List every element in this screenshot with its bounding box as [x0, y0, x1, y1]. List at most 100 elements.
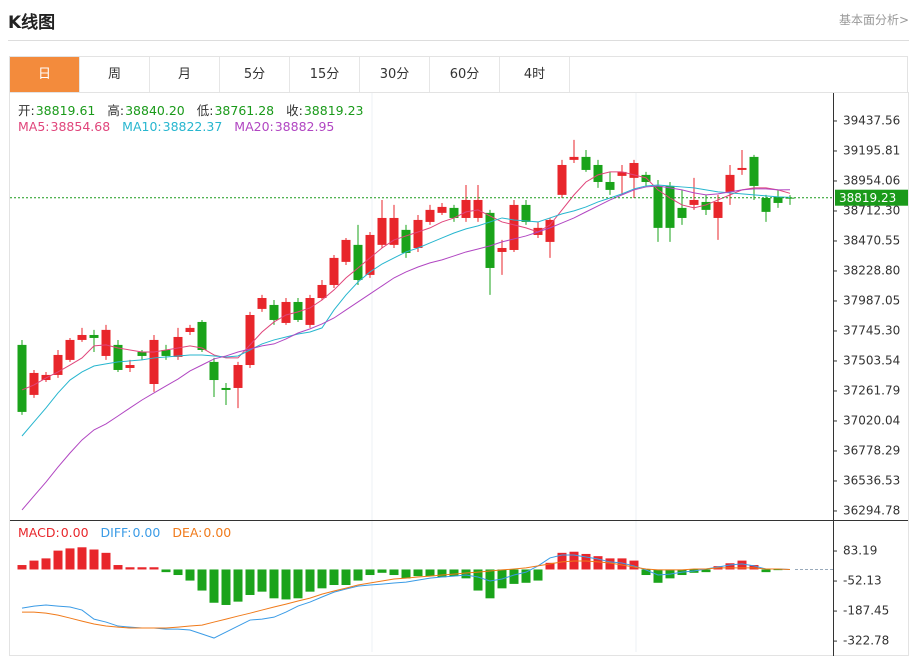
macd-bar [341, 569, 351, 586]
candle-body [161, 349, 171, 356]
page-title: K线图 [8, 13, 56, 33]
legend-name: MACD: [18, 525, 60, 540]
period-tab[interactable]: 30分 [360, 57, 430, 92]
macd-bar [65, 548, 75, 570]
candle-body [281, 301, 291, 323]
macd-bar [257, 569, 267, 592]
macd-legend: MACD:0.00 DIFF:0.00 DEA:0.00 [18, 525, 243, 540]
y-tick-label: 37987.05 [843, 293, 900, 307]
candle-body [233, 365, 243, 388]
candle-body [53, 354, 63, 375]
y-tick-label: 38228.80 [843, 263, 900, 277]
candle-body [689, 199, 699, 205]
y-tick-label: -52.13 [843, 574, 882, 588]
macd-bar [173, 569, 183, 576]
period-tabs: 日周月 5分 15分 30分 60分 4时 [9, 56, 908, 92]
macd-bar [161, 569, 171, 573]
macd-bar [773, 569, 783, 571]
candle-body [713, 201, 723, 218]
indicator-line [21, 554, 791, 639]
candle-body [185, 327, 195, 333]
period-tab[interactable]: 日 [10, 57, 80, 92]
candle-body [221, 387, 231, 390]
candle-body [137, 351, 147, 356]
macd-bar [137, 567, 147, 570]
candle-body [257, 297, 267, 309]
candle-body [149, 339, 159, 384]
candle-body [521, 204, 531, 222]
candle-body [629, 162, 639, 178]
y-tick-label: -322.78 [843, 634, 889, 648]
candle-body [749, 156, 759, 186]
macd-bar [233, 569, 243, 602]
macd-bar [53, 550, 63, 570]
period-tab[interactable]: 月 [150, 57, 220, 92]
y-tick-label: 37503.54 [843, 353, 900, 367]
macd-bar [725, 563, 735, 570]
last-price-label: 38819.23 [839, 191, 896, 205]
period-tab[interactable]: 5分 [220, 57, 290, 92]
macd-bar [329, 569, 339, 586]
candle-body [305, 297, 315, 325]
y-tick-label: 38712.30 [843, 203, 900, 217]
period-tab[interactable]: 15分 [290, 57, 360, 92]
candle-body [341, 239, 351, 262]
divider [8, 40, 909, 41]
macd-bar [413, 569, 423, 577]
macd-bar [593, 556, 603, 570]
macd-bar [245, 569, 255, 595]
macd-bar [701, 569, 711, 573]
indicator-line [21, 171, 791, 391]
period-tab[interactable]: 周 [80, 57, 150, 92]
candle-body [17, 344, 27, 412]
y-tick-label: 39437.56 [843, 113, 900, 127]
period-tab[interactable]: 60分 [430, 57, 500, 92]
macd-bar [425, 569, 435, 577]
candle-body [173, 336, 183, 357]
legend-value: 38822.37 [162, 119, 223, 134]
candle-body [437, 206, 447, 213]
macd-bar [17, 565, 27, 570]
candle-body [593, 164, 603, 182]
legend-value: 38854.68 [50, 119, 111, 134]
macd-bar [29, 560, 39, 570]
candle-body [653, 185, 663, 228]
macd-bar [401, 569, 411, 579]
legend-name: MA5: [18, 119, 50, 134]
macd-bar [521, 569, 531, 583]
macd-bar [749, 565, 759, 570]
period-tab[interactable]: 4时 [500, 57, 570, 92]
macd-bar [557, 552, 567, 570]
macd-bar [209, 569, 219, 603]
macd-bar [605, 558, 615, 570]
candle-body [677, 207, 687, 218]
legend-name: DEA: [172, 525, 203, 540]
candle-body [473, 199, 483, 218]
candle-body [725, 174, 735, 192]
info-label: 开: [18, 103, 35, 118]
fundamentals-link[interactable]: 基本面分析> [838, 13, 909, 27]
candle-body [293, 301, 303, 320]
candle-body [197, 321, 207, 350]
macd-bar [545, 562, 555, 570]
macd-bar [377, 569, 387, 573]
macd-bar [485, 569, 495, 599]
macd-bar [185, 569, 195, 581]
indicator-line [21, 185, 791, 511]
info-value: 38840.20 [125, 103, 185, 118]
macd-bar [653, 569, 663, 583]
candle-body [485, 212, 495, 268]
candle-body [77, 334, 87, 340]
macd-bar [125, 567, 135, 570]
macd-bar [101, 552, 111, 570]
candle-body [377, 217, 387, 245]
legend-value: 38882.95 [274, 119, 335, 134]
candle-body [329, 257, 339, 285]
indicator-line [22, 560, 791, 629]
candle-body [449, 207, 459, 218]
macd-bar [449, 569, 459, 577]
candle-body [29, 372, 39, 395]
macd-bar [353, 569, 363, 581]
